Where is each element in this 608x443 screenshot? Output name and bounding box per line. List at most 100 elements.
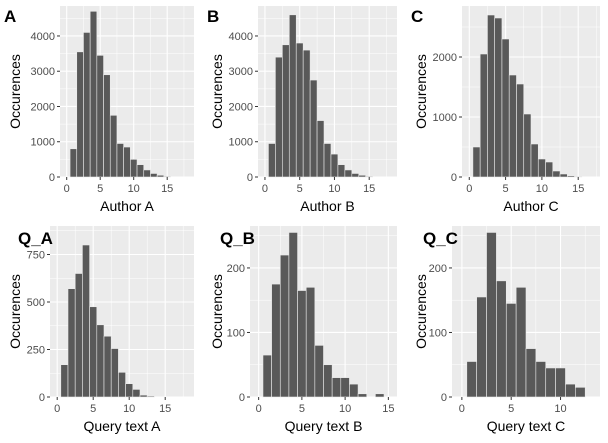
y-axis-title: Occurences [209, 54, 225, 129]
histogram-bar [123, 146, 131, 178]
y-tick-label: 0 [441, 392, 447, 404]
y-tick-label: 4000 [31, 31, 55, 43]
histogram-bar [375, 393, 385, 398]
histogram-bar [323, 364, 333, 398]
x-tick-label: 0 [262, 183, 268, 195]
histogram-bar [545, 161, 554, 178]
y-axis-title: Occurences [7, 54, 23, 129]
histogram-bar [466, 361, 477, 398]
y-tick-label: 1000 [229, 137, 253, 149]
histogram-bar [316, 120, 325, 178]
histogram-bar [143, 169, 151, 178]
histogram-bar [96, 324, 105, 398]
histogram-bar [109, 114, 118, 178]
histogram-bar [295, 42, 304, 178]
histogram-bar [118, 371, 126, 398]
histogram-bar [275, 56, 283, 178]
histogram-bar [486, 232, 497, 398]
histogram-bar [505, 303, 517, 398]
y-tick-label: 2000 [229, 101, 253, 113]
y-tick-label: 750 [27, 250, 45, 262]
panel-tag: Q_B [220, 229, 255, 248]
histogram-bar [351, 173, 360, 178]
histogram-bar [349, 383, 359, 398]
histogram-bar [525, 348, 537, 398]
histogram-bar [314, 345, 324, 398]
y-tick-label: 200 [429, 263, 447, 275]
histogram-bar [305, 287, 316, 398]
x-tick-label: 0 [466, 183, 472, 195]
y-axis-title: Occurences [209, 274, 225, 349]
histogram-bar [476, 296, 487, 398]
chart-panel-q-b: 0 5 10 15 0 100 200 Query text B Occurences Q_B [209, 226, 397, 434]
histogram-bar [358, 174, 367, 178]
histogram-bar [297, 290, 307, 398]
histogram-bar [330, 153, 339, 178]
histogram-bar [288, 14, 297, 178]
y-tick-label: 0 [39, 392, 45, 404]
x-tick-label: 5 [299, 403, 305, 415]
histogram-bar [103, 335, 112, 398]
histogram-bar [472, 146, 481, 178]
x-tick-label: 10 [536, 183, 548, 195]
histogram-bar [344, 169, 353, 178]
histogram-bar [365, 175, 373, 178]
histogram-bar [323, 143, 332, 178]
y-tick-label: 100 [227, 327, 245, 339]
histogram-bar [96, 55, 104, 178]
histogram-bar [103, 74, 111, 178]
histogram-bar [130, 159, 138, 178]
histogram-bar [516, 83, 525, 178]
y-tick-label: 200 [227, 263, 245, 275]
histogram-bar [279, 254, 290, 398]
x-axis-title: Query text C [487, 418, 566, 434]
histogram-bar [565, 383, 576, 398]
histogram-bar [74, 273, 83, 398]
x-axis-title: Query text A [83, 418, 161, 434]
panel-tag: Q_A [18, 229, 53, 248]
y-axis-title: Occurences [7, 274, 23, 349]
y-tick-label: 2000 [433, 52, 457, 64]
y-tick-label: 500 [27, 297, 45, 309]
y-tick-label: 3000 [229, 66, 253, 78]
histogram-bar [67, 288, 76, 398]
y-axis-title: Occurences [413, 274, 429, 349]
histogram-bar [545, 367, 556, 398]
y-tick-label: 0 [247, 172, 253, 184]
histogram-bar [530, 143, 539, 178]
y-axis-title: Occurences [413, 54, 429, 129]
histogram-bar [508, 74, 517, 178]
histogram-bar [116, 143, 124, 178]
histogram-bar [139, 394, 148, 398]
x-tick-label: 0 [256, 403, 262, 415]
y-tick-label: 1000 [31, 137, 55, 149]
y-tick-label: 100 [429, 327, 447, 339]
histogram-bar [337, 164, 346, 178]
y-tick-label: 2000 [31, 101, 55, 113]
histogram-bar [574, 176, 583, 178]
histogram-bar [132, 389, 141, 398]
x-axis-title: Author B [300, 198, 354, 214]
histogram-bar [537, 158, 546, 178]
histogram-bar [555, 367, 566, 398]
x-axis-title: Author A [100, 198, 154, 214]
x-tick-label: 0 [64, 183, 70, 195]
histogram-bar [146, 395, 155, 398]
histogram-bar [567, 175, 575, 178]
histogram-bar [150, 173, 158, 178]
y-tick-label: 0 [49, 172, 55, 184]
x-tick-label: 10 [339, 403, 351, 415]
x-tick-label: 0 [459, 403, 465, 415]
chart-panel-c: 0 5 10 15 0 1000 2000 Author C Occurences C [411, 6, 600, 214]
panel-tag: A [4, 7, 16, 26]
histogram-bar [136, 164, 145, 178]
x-tick-label: 15 [161, 183, 173, 195]
x-tick-label: 15 [363, 183, 375, 195]
x-tick-label: 10 [554, 403, 566, 415]
histogram-bar [496, 280, 507, 398]
chart-panel-b: 0 5 10 15 0 1000 2000 3000 4000 Author B Occurence… [207, 6, 397, 214]
histogram-bar [69, 148, 78, 178]
histogram-bar [82, 244, 90, 398]
histogram-bar [268, 143, 276, 178]
